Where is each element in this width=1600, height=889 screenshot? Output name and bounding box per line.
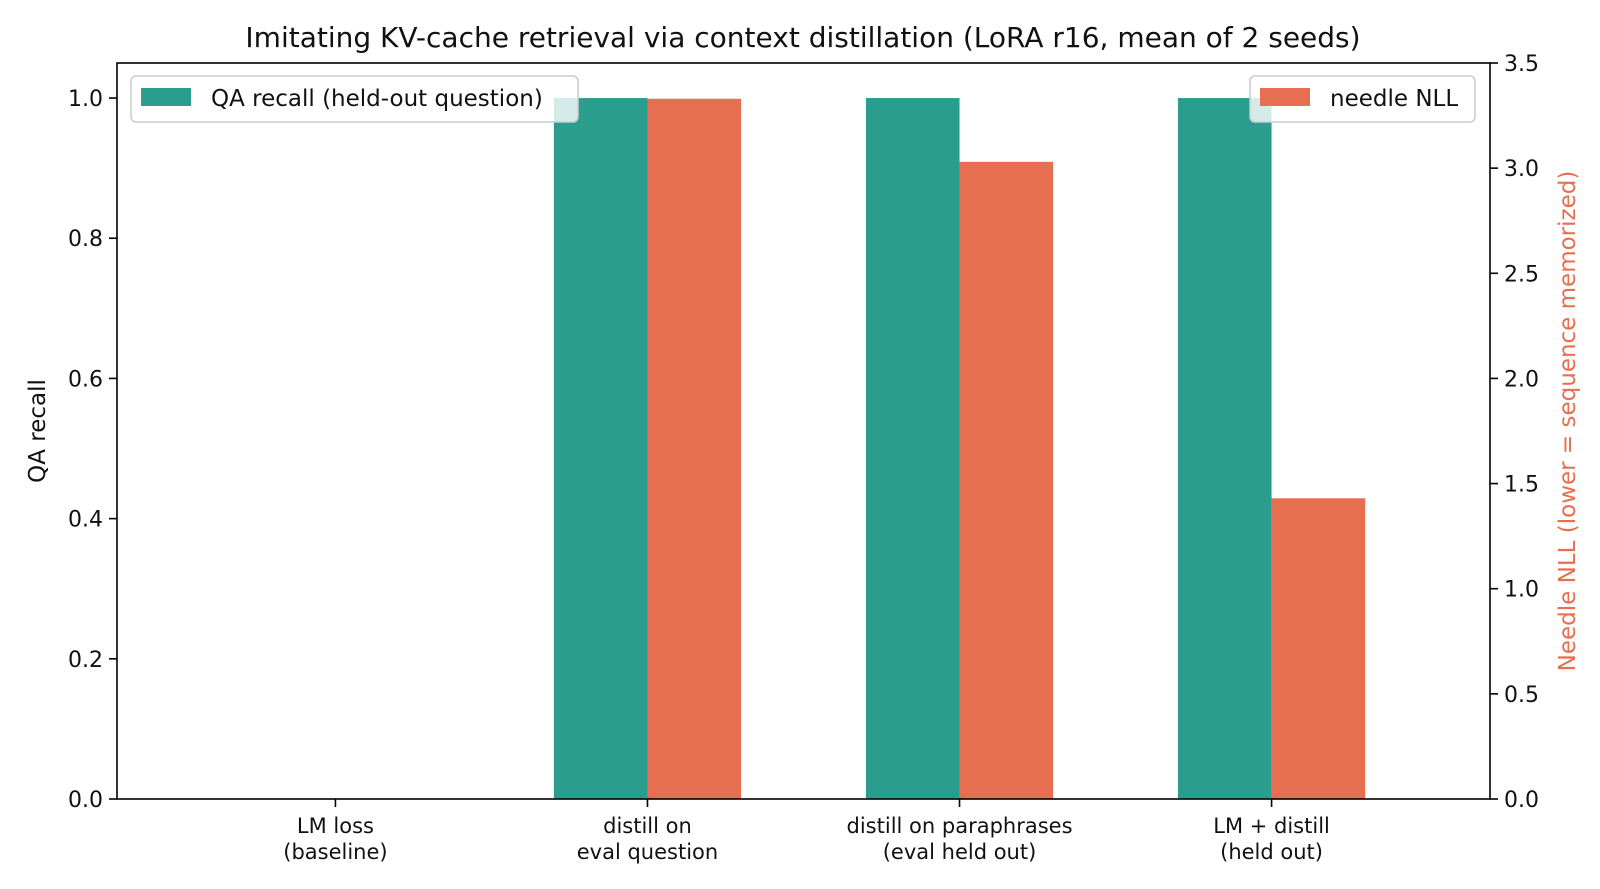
legend-right-box bbox=[1249, 75, 1476, 123]
right-tick-label: 3.0 bbox=[1504, 157, 1539, 182]
category-label: (eval held out) bbox=[883, 840, 1037, 864]
bar-qa-recall bbox=[1177, 98, 1272, 800]
legend-right: needle NLL bbox=[1249, 75, 1476, 123]
right-tick-label: 0.0 bbox=[1504, 788, 1539, 813]
y-axis-label: QA recall bbox=[25, 379, 51, 483]
legend-swatch-needle-nll bbox=[1260, 88, 1310, 106]
right-tick-label: 1.0 bbox=[1504, 578, 1539, 603]
right-tick-label: 1.5 bbox=[1504, 473, 1539, 498]
category-label: distill on bbox=[603, 814, 692, 838]
category-label: eval question bbox=[577, 840, 718, 864]
category-label: LM + distill bbox=[1213, 814, 1330, 838]
right-tick-label: 0.5 bbox=[1504, 683, 1539, 708]
legend-label-needle-nll: needle NLL bbox=[1330, 86, 1458, 112]
right-tick-label: 3.5 bbox=[1504, 52, 1539, 77]
plot-frame bbox=[116, 62, 1491, 800]
left-tick-label: 0.4 bbox=[68, 508, 103, 533]
left-tick-label: 0.2 bbox=[68, 648, 103, 673]
right-tick-label: 2.5 bbox=[1504, 262, 1539, 287]
bar-qa-recall bbox=[553, 98, 648, 800]
bar-needle-nll bbox=[1271, 498, 1366, 799]
y-axis-right-label: Needle NLL (lower = sequence memorized) bbox=[1555, 171, 1581, 672]
left-tick-label: 0.6 bbox=[68, 367, 103, 392]
bar-needle-nll bbox=[647, 98, 742, 799]
left-tick-label: 0.8 bbox=[68, 227, 103, 252]
legend-left: QA recall (held-out question) bbox=[130, 75, 579, 123]
legend-group: QA recall (held-out question) needle NLL bbox=[130, 75, 1476, 123]
category-label: distill on paraphrases bbox=[847, 814, 1073, 838]
left-tick-label: 0.0 bbox=[68, 788, 103, 813]
chart-title: Imitating KV-cache retrieval via context… bbox=[245, 21, 1360, 54]
bar-qa-recall bbox=[865, 98, 960, 800]
legend-label-qa-recall: QA recall (held-out question) bbox=[211, 86, 543, 112]
legend-left-box bbox=[130, 75, 579, 123]
left-tick-label: 1.0 bbox=[68, 87, 103, 112]
category-label: LM loss bbox=[297, 814, 374, 838]
bars-group bbox=[553, 98, 1366, 800]
right-tick-label: 2.0 bbox=[1504, 367, 1539, 392]
category-label: (baseline) bbox=[283, 840, 387, 864]
bar-needle-nll bbox=[959, 161, 1054, 799]
legend-swatch-qa-recall bbox=[141, 88, 191, 106]
category-label: (held out) bbox=[1220, 840, 1323, 864]
axes-group: 0.0 0.2 0.4 0.6 0.8 1.0 0.0 0.5 1.0 1.5 2.0 2.5 3.0 3… bbox=[25, 52, 1581, 864]
